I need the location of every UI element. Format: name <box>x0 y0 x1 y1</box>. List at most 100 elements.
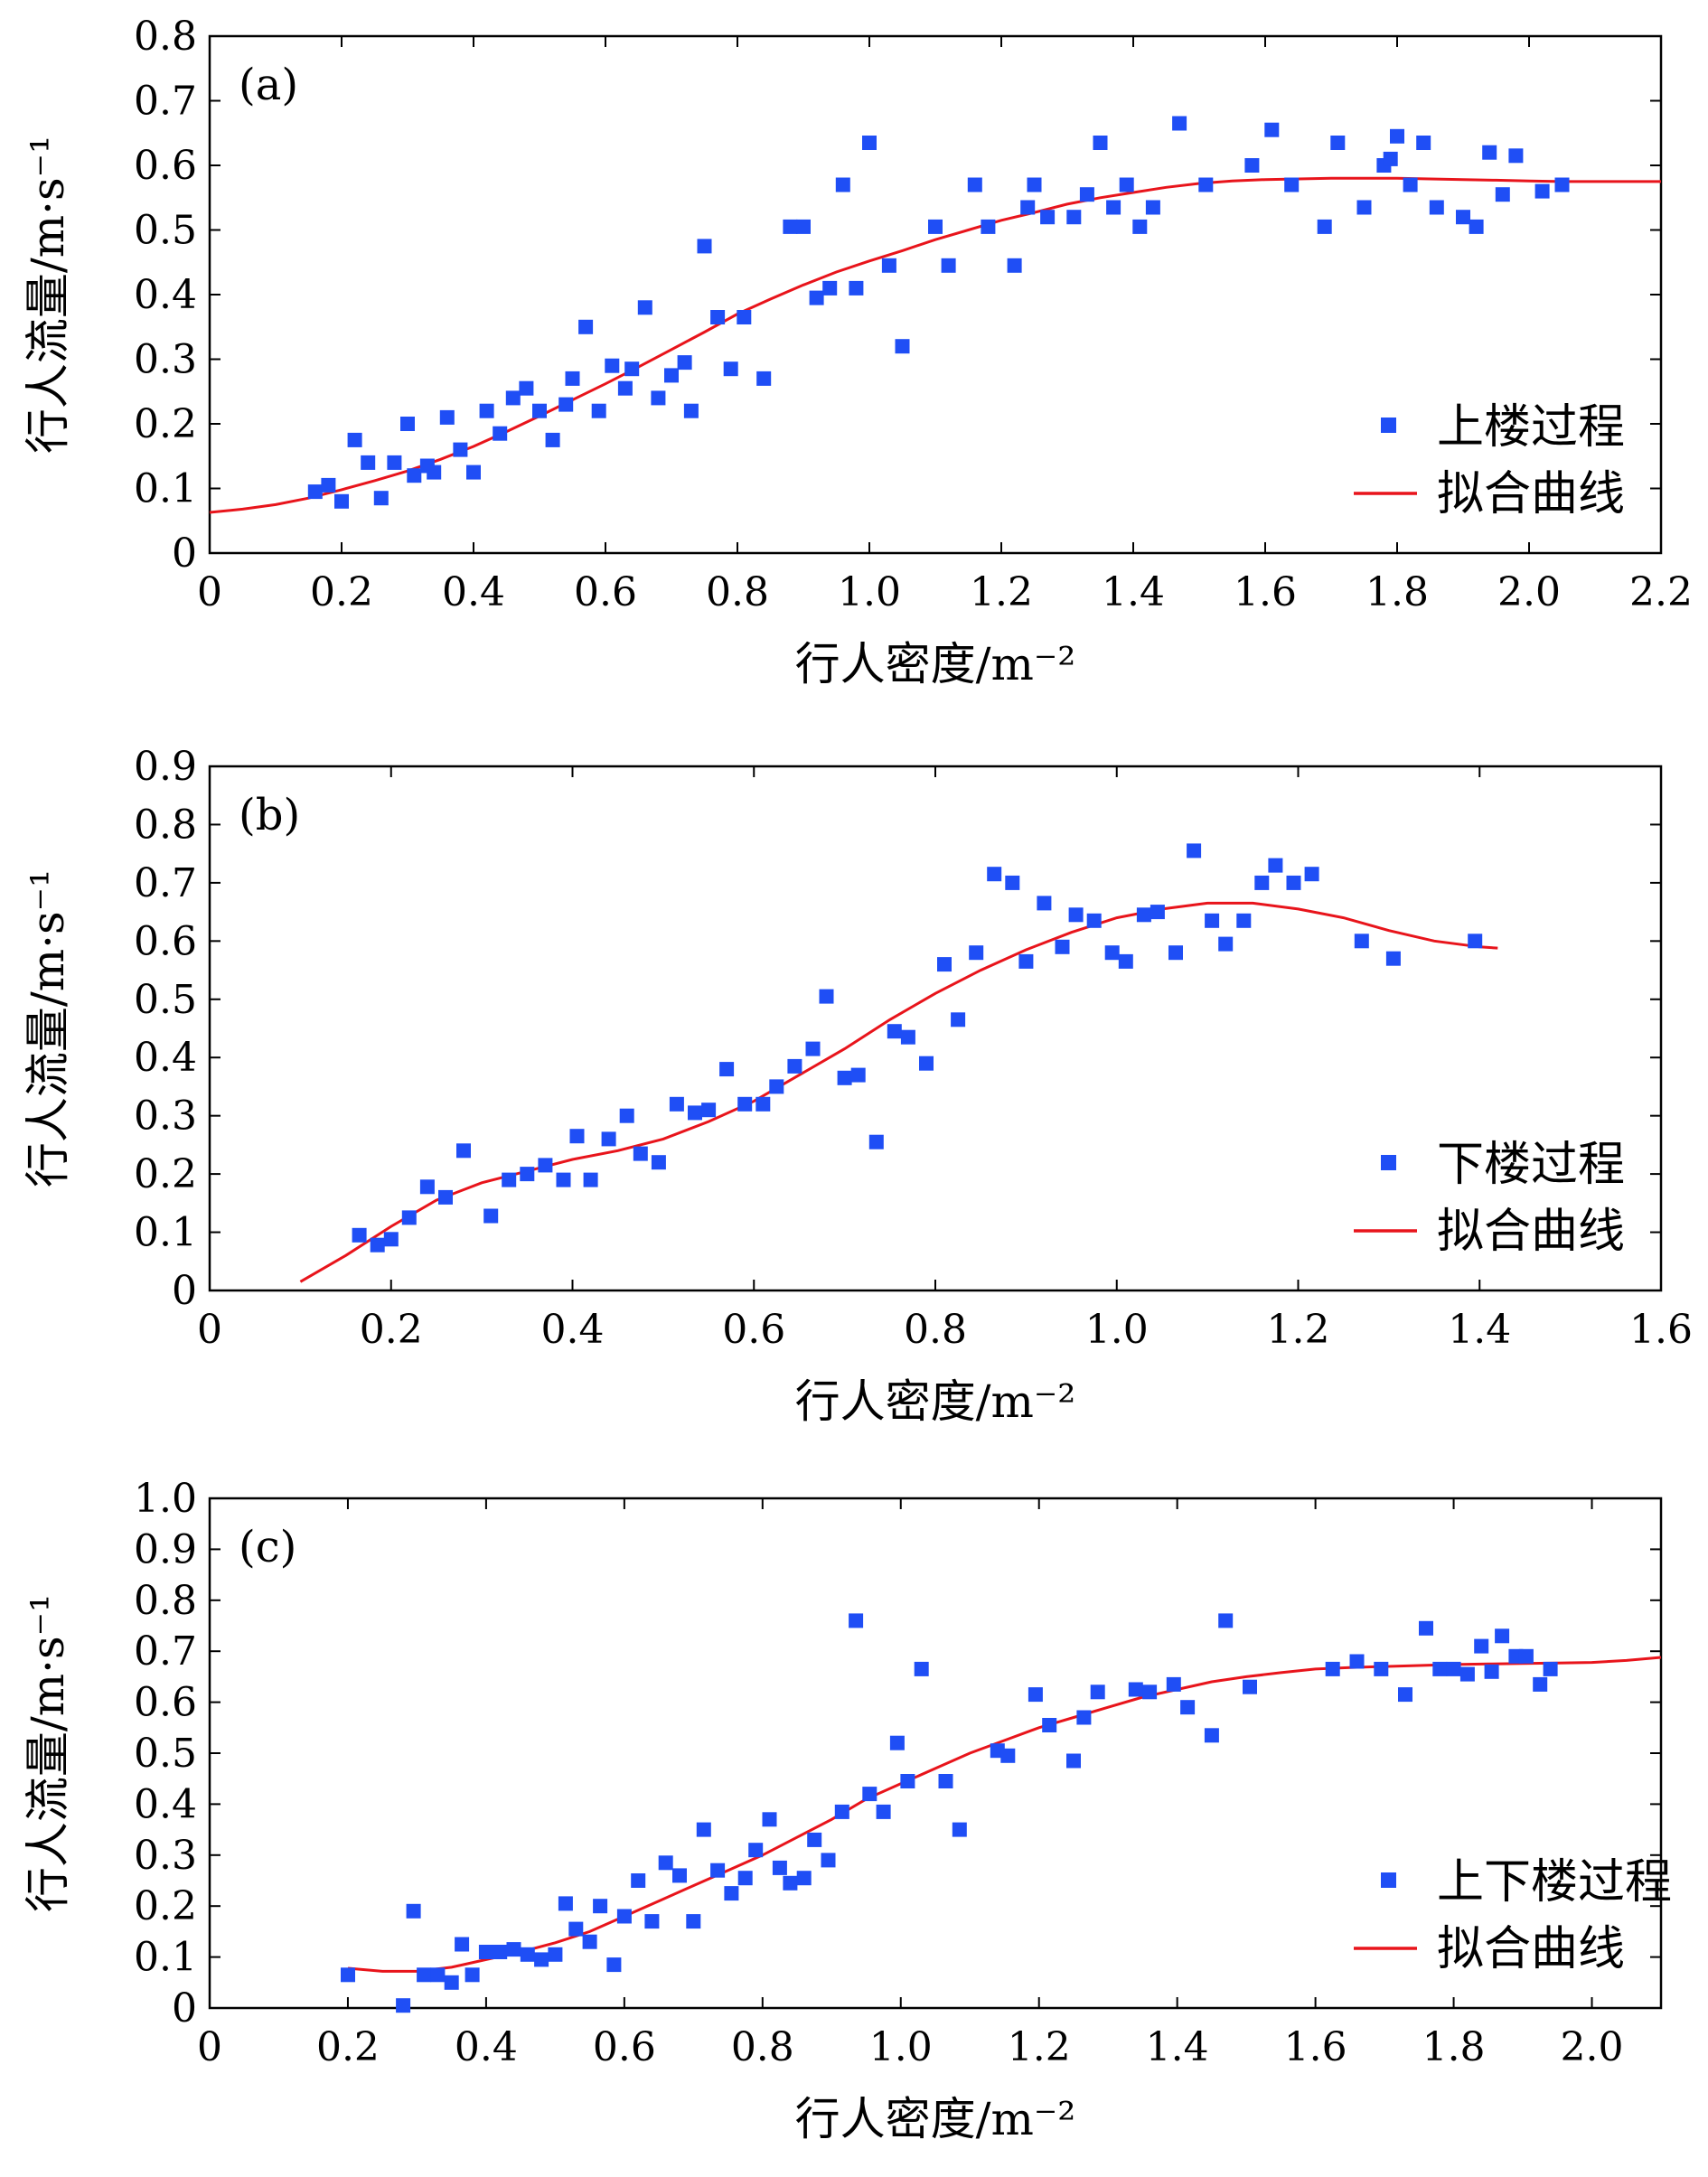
data-point <box>868 1134 884 1149</box>
data-point <box>352 1227 367 1243</box>
x-tick-label: 2.2 <box>1629 569 1693 615</box>
data-point <box>1398 1687 1412 1703</box>
fit-curve <box>209 176 1661 514</box>
data-point <box>1534 183 1550 199</box>
data-point <box>849 1613 864 1628</box>
data-point <box>987 867 1002 882</box>
x-tick-label: 1.2 <box>1267 1307 1330 1353</box>
chart-panel-b: 0 0.2 0.4 0.6 0.8 1.0 1.2 1.4 1.6 0 0.1 0.2 0.3 0.4 0.… <box>22 744 1693 1428</box>
y-tick-label: 0.7 <box>134 1628 197 1675</box>
data-point <box>719 1062 735 1077</box>
data-point <box>862 136 877 150</box>
data-point <box>895 339 910 354</box>
data-point <box>1055 939 1070 954</box>
legend-label-data: 上下楼过程 <box>1437 1855 1672 1910</box>
data-point <box>534 1952 549 1967</box>
y-tick-label: 0.2 <box>134 401 197 447</box>
data-point <box>556 1172 571 1187</box>
data-point <box>624 361 640 377</box>
data-point <box>783 1875 798 1891</box>
data-point <box>1508 148 1524 164</box>
x-tick-label: 0.6 <box>574 569 637 615</box>
data-point <box>821 1853 836 1868</box>
data-point <box>444 1975 459 1990</box>
data-point <box>1198 177 1214 192</box>
fit-curve <box>299 901 1498 1283</box>
data-point <box>520 1167 535 1182</box>
data-point <box>981 219 996 234</box>
x-tick-label: 0 <box>197 2024 222 2070</box>
data-point <box>1136 907 1151 923</box>
x-tick-label: 1.8 <box>1365 569 1429 615</box>
data-point <box>633 1146 648 1161</box>
data-point <box>1028 1687 1043 1703</box>
data-point <box>532 403 547 418</box>
data-point <box>1543 1661 1558 1676</box>
data-point <box>1419 1620 1433 1636</box>
data-point <box>1128 1682 1143 1697</box>
x-tick-label: 1.6 <box>1629 1307 1693 1353</box>
y-tick-label: 0.4 <box>134 1035 197 1081</box>
data-point <box>1076 1710 1092 1725</box>
data-point <box>1495 1628 1510 1644</box>
data-point <box>755 1096 771 1112</box>
y-tick-label: 0.9 <box>134 744 197 790</box>
data-point <box>952 1822 967 1837</box>
data-point <box>483 1208 499 1224</box>
data-point <box>361 455 376 470</box>
data-point <box>631 1873 646 1888</box>
data-point <box>1040 210 1056 225</box>
data-point <box>1150 905 1165 920</box>
x-tick-label: 1.6 <box>1234 569 1297 615</box>
data-point <box>519 380 534 396</box>
data-point <box>669 1096 684 1112</box>
data-point <box>1403 177 1418 192</box>
y-tick-label: 0.9 <box>134 1526 197 1572</box>
y-axis-label: 行人流量/m·s⁻¹ <box>22 869 74 1187</box>
data-point <box>834 1804 849 1819</box>
y-tick-label: 0.6 <box>134 143 197 189</box>
data-point <box>545 432 560 447</box>
data-point <box>341 1967 355 1983</box>
y-tick-label: 0.3 <box>134 1833 197 1879</box>
data-point <box>569 1129 585 1144</box>
data-point <box>347 432 362 447</box>
data-point <box>334 493 349 509</box>
y-tick-label: 0.2 <box>134 1151 197 1197</box>
data-point <box>617 380 633 396</box>
data-point <box>568 1921 584 1937</box>
y-tick-label: 0 <box>172 1985 197 2032</box>
data-point <box>502 1172 517 1187</box>
data-point <box>1416 136 1431 150</box>
x-tick-label: 2.0 <box>1561 2024 1624 2070</box>
data-point <box>928 219 943 234</box>
data-point <box>696 1822 711 1837</box>
data-point <box>697 239 712 254</box>
data-point <box>1469 219 1484 234</box>
data-point <box>796 1871 812 1886</box>
data-point <box>849 280 864 296</box>
data-point <box>1354 934 1369 949</box>
x-tick-label: 1.0 <box>1085 1307 1149 1353</box>
x-tick-label: 0.8 <box>904 1307 967 1353</box>
data-point <box>548 1947 563 1962</box>
x-tick-label: 0.4 <box>442 569 505 615</box>
data-point <box>1468 934 1483 949</box>
data-point <box>605 358 620 373</box>
y-tick-label: 0.3 <box>134 1093 197 1140</box>
x-axis-label: 行人密度/m⁻² <box>795 2093 1076 2145</box>
data-point <box>772 1860 787 1875</box>
data-point <box>1005 875 1020 890</box>
y-tick-label: 0 <box>172 530 197 577</box>
y-tick-label: 0.5 <box>134 1731 197 1777</box>
data-point <box>769 1079 784 1094</box>
x-axis-label: 行人密度/m⁻² <box>795 638 1076 690</box>
data-point <box>466 464 481 480</box>
y-tick-label: 0.8 <box>134 1578 197 1624</box>
data-point <box>688 1105 702 1121</box>
data-point <box>1007 258 1022 273</box>
y-tick-label: 0.1 <box>134 1935 197 1981</box>
y-tick-label: 0.8 <box>134 14 197 60</box>
data-point <box>762 1812 777 1827</box>
legend-label-fit: 拟合曲线 <box>1437 1205 1625 1259</box>
